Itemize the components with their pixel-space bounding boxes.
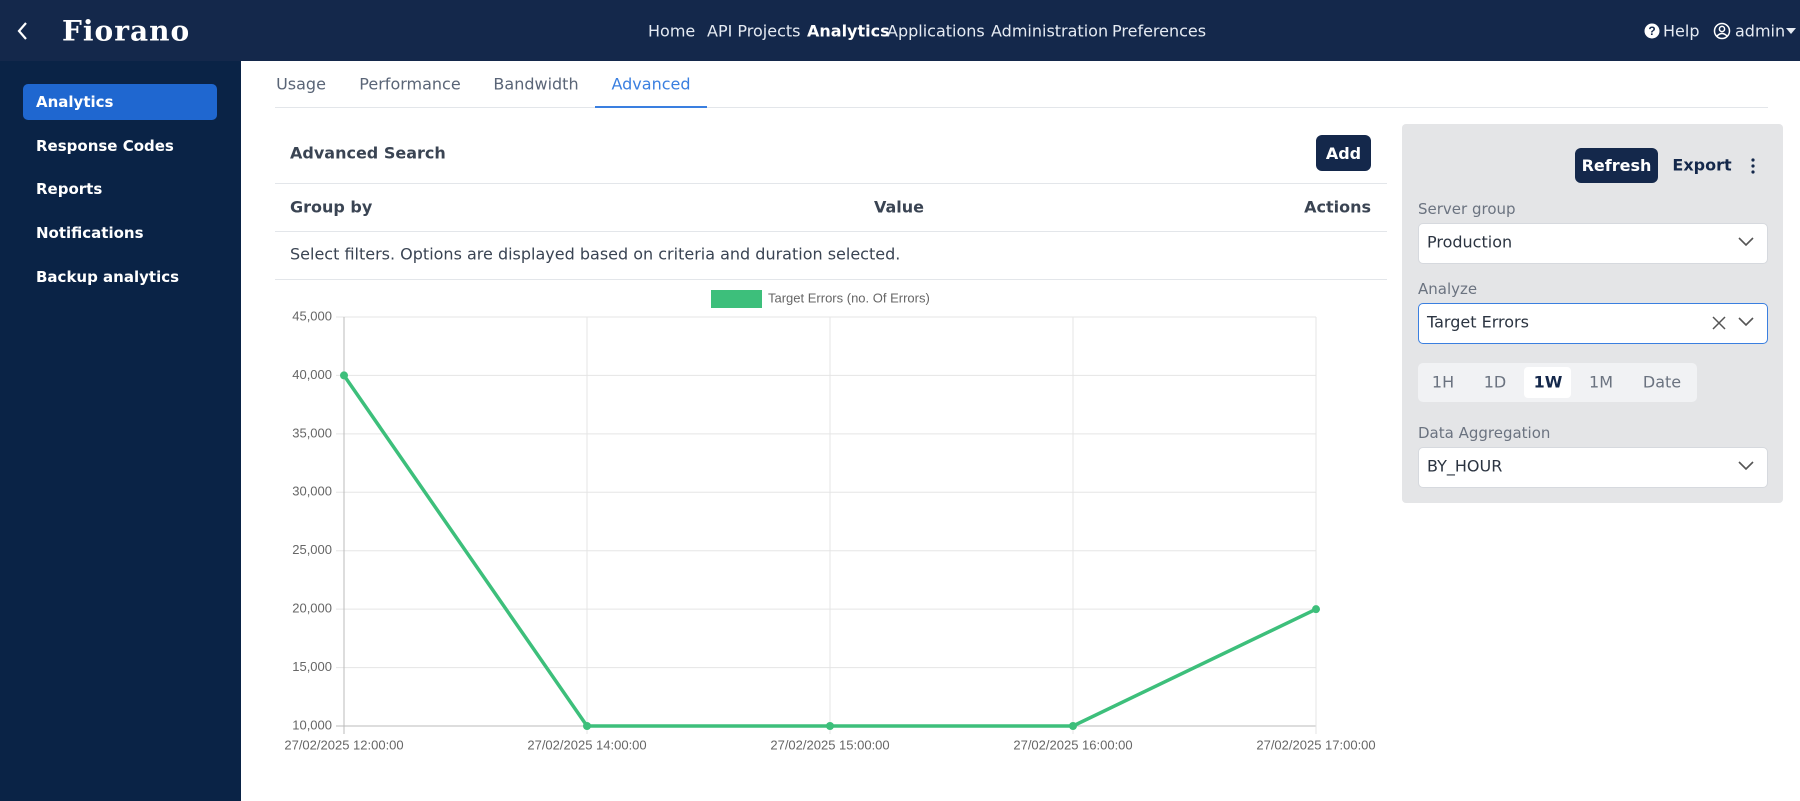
nav-link[interactable]: Applications [887,21,985,41]
hint-text: Select filters. Options are displayed ba… [290,244,901,264]
server-group-select[interactable] [1418,223,1768,264]
nav-link[interactable]: Home [648,21,696,41]
y-tick-label: 30,000 [292,484,332,499]
point [340,371,348,380]
duration-option[interactable]: Date [1642,372,1682,392]
y-tick-label: 40,000 [292,367,332,382]
clear-icon[interactable] [1712,316,1726,330]
field-label: Server group [1418,200,1516,218]
select-value: Production [1427,232,1513,252]
duration-option[interactable]: 1M [1589,372,1613,392]
sidebar-item[interactable]: Response Codes [36,137,174,155]
add-button[interactable]: Add [1316,135,1371,171]
field-label: Analyze [1418,280,1478,298]
x-tick-label: 27/02/2025 12:00:00 [284,737,403,752]
svg-text:?: ? [1648,24,1655,38]
sidebar-item[interactable]: Reports [36,180,103,198]
point [1312,605,1320,614]
point [1069,722,1077,730]
chevron [1738,237,1754,247]
user-icon [1713,22,1731,40]
x-tick-label: 27/02/2025 14:00:00 [527,737,646,752]
tab[interactable]: Performance [359,74,461,94]
logo[interactable]: Fiorano [62,14,191,48]
y-tick-label: 15,000 [292,659,332,674]
nav-link[interactable]: Analytics [807,21,890,41]
point [583,722,591,730]
divider [275,183,1387,184]
y-tick-label: 25,000 [292,542,332,557]
caret [1786,28,1796,34]
x-tick-label: 27/02/2025 16:00:00 [1013,737,1132,752]
divider [275,231,1387,232]
refresh-button[interactable]: Refresh [1575,148,1658,183]
chevron [1738,461,1754,471]
legend-swatch [711,290,762,308]
section-title: Advanced Search [290,143,446,163]
y-tick-label: 10,000 [292,717,332,732]
nav-link[interactable]: Preferences [1112,21,1207,41]
top-bar: Fiorano Home API Projects Analytics Appl… [0,0,1800,61]
tab[interactable]: Usage [276,74,326,94]
divider [275,279,1387,280]
legend-label: Target Errors (no. Of Errors) [768,290,930,305]
help-icon: ? [1644,23,1660,39]
sidebar-item[interactable]: Analytics [36,93,114,111]
help-link[interactable]: Help [1663,21,1700,41]
select-value: Target Errors [1427,312,1529,332]
back-icon[interactable] [14,20,30,42]
sidebar-item[interactable]: Backup analytics [36,268,180,286]
y-tick-label: 45,000 [292,308,332,323]
tab-border [275,107,1768,108]
aggregation-select[interactable] [1418,447,1768,488]
nav-link[interactable]: API Projects [707,21,801,41]
tab-active[interactable]: Advanced [611,74,691,94]
chevron [1738,317,1754,327]
export-button[interactable]: Export [1672,155,1732,175]
duration-option[interactable]: 1W [1533,372,1563,392]
column-header: Value [873,197,925,217]
column-header: Group by [290,197,373,217]
duration-active-bg [1524,367,1571,398]
analyze-select[interactable] [1418,303,1768,344]
tab-underline [595,106,707,108]
select-value: BY_HOUR [1427,456,1503,476]
y-tick-label: 20,000 [292,601,332,616]
more-icon[interactable] [1749,157,1757,175]
nav-link[interactable]: Administration [991,21,1109,41]
sidebar: Analytics Response Codes Reports Notific… [0,61,241,801]
column-header: Actions [1304,197,1371,217]
user-menu[interactable]: admin [1735,21,1786,41]
point [826,722,834,730]
x-tick-label: 27/02/2025 17:00:00 [1256,737,1375,752]
chart: 10,000 15,000 20,000 25,000 30,000 35,000 40,0… [284,290,1376,752]
active-item-bg [23,84,217,120]
x-tick-label: 27/02/2025 15:00:00 [770,737,889,752]
field-label: Data Aggregation [1418,424,1551,442]
sidebar-item[interactable]: Notifications [36,224,144,242]
y-tick-label: 35,000 [292,425,332,440]
duration-option[interactable]: 1H [1431,372,1455,392]
tab[interactable]: Bandwidth [493,74,579,94]
duration-option[interactable]: 1D [1483,372,1507,392]
